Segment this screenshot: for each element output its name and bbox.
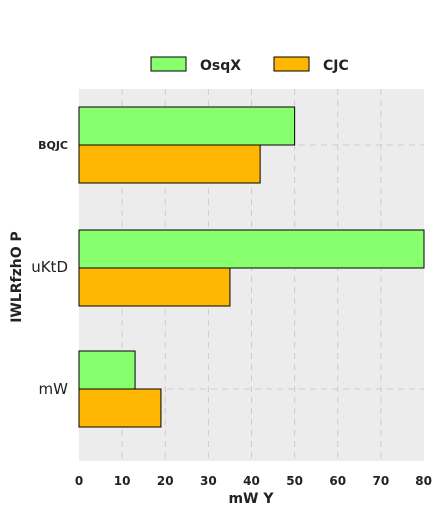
bar-osqx-bqjc: [78, 106, 296, 146]
x-axis-title: mW Y: [228, 491, 274, 507]
x-tick-label: 80: [415, 474, 432, 488]
x-tick-label: 20: [157, 474, 174, 488]
x-axis-ticks: 0 10 20 30 40 50 60 70 80: [75, 474, 432, 488]
legend: OsqX CJC: [150, 56, 349, 74]
legend-swatch-cjc: [273, 56, 310, 72]
legend-label-osqx: OsqX: [200, 58, 241, 74]
legend-swatch-osqx: [150, 56, 187, 72]
x-tick-label: 40: [243, 474, 260, 488]
category-label-bqjc: BQJC: [38, 139, 68, 152]
bar-cjc-mw: [78, 388, 162, 428]
bar-osqx-mw: [78, 350, 136, 390]
x-tick-label: 50: [286, 474, 303, 488]
bars: [78, 106, 425, 428]
x-tick-label: 30: [200, 474, 217, 488]
bar-cjc-uktd: [78, 267, 231, 307]
x-tick-label: 0: [75, 474, 83, 488]
legend-label-cjc: CJC: [323, 58, 349, 74]
y-axis-title: IWLRfzhO P: [9, 231, 25, 323]
category-label-uktd: uKtD: [31, 258, 68, 276]
bar-osqx-uktd: [78, 229, 425, 269]
x-tick-label: 70: [373, 474, 390, 488]
x-tick-label: 10: [114, 474, 131, 488]
bar-cjc-bqjc: [78, 144, 261, 184]
category-label-mw: mW: [39, 380, 69, 398]
x-tick-label: 60: [329, 474, 346, 488]
